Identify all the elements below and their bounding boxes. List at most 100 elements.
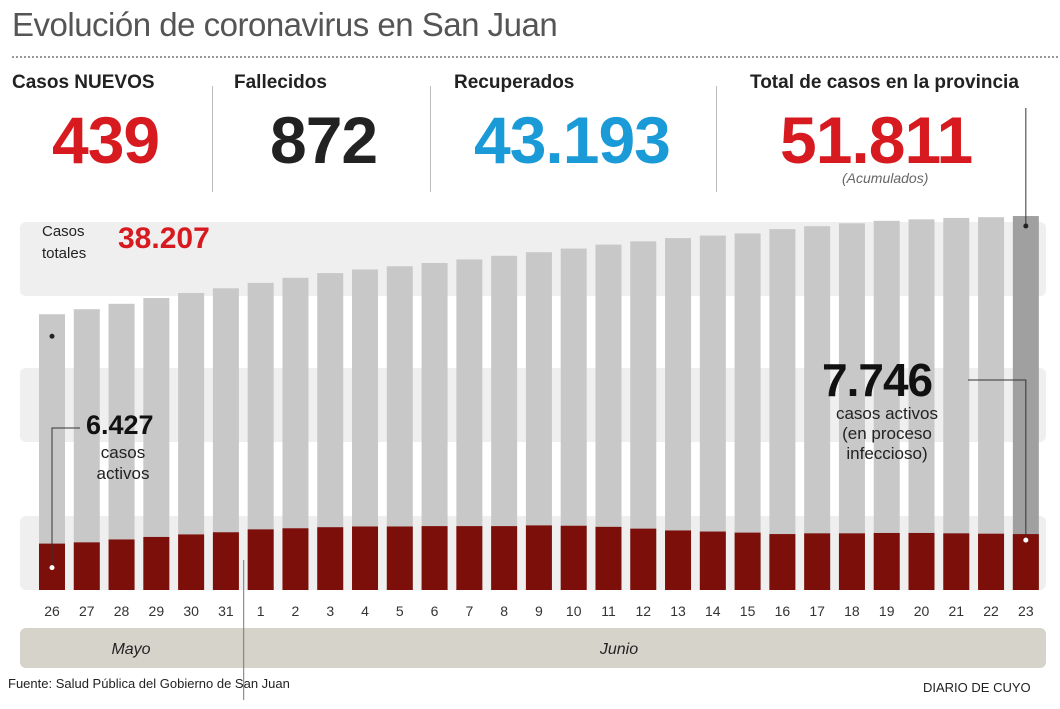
bar-total-20 (908, 219, 935, 590)
bar-active-3 (317, 527, 344, 590)
start-active-leader (51, 427, 80, 568)
month-band (20, 628, 1046, 668)
x-tick-label: 30 (183, 603, 199, 619)
bar-active-9 (525, 525, 552, 590)
month-label-may: Mayo (111, 641, 150, 658)
recuperados-label: Recuperados (454, 72, 575, 93)
x-tick-label: 31 (218, 603, 234, 619)
chart-bars (39, 216, 1039, 591)
x-tick-label: 9 (535, 603, 543, 619)
x-tick-label: 16 (775, 603, 791, 619)
bar-active-28 (108, 539, 135, 590)
bar-active-19 (873, 532, 900, 590)
stat-separator (430, 86, 431, 192)
fallecidos-label: Fallecidos (234, 72, 327, 93)
bar-active-7 (456, 526, 483, 590)
end-active-label: casos activos (en proceso infeccioso) (835, 404, 939, 463)
bar-active-1 (247, 529, 274, 590)
x-tick-label: 7 (465, 603, 473, 619)
start-active-dot (49, 565, 55, 571)
bar-active-11 (595, 526, 622, 590)
bar-active-31 (212, 532, 239, 590)
x-tick-label: 5 (396, 603, 404, 619)
source-note: Fuente: Salud Pública del Gobierno de Sa… (8, 676, 290, 691)
x-tick-label: 13 (670, 603, 686, 619)
casos-totales-label: Casos totales (42, 223, 87, 262)
x-tick-label: 22 (983, 603, 999, 619)
casos-totales-value: 38.207 (118, 222, 210, 255)
total-note: (Acumulados) (842, 170, 929, 186)
bar-active-29 (143, 536, 170, 590)
bar-total-22 (978, 217, 1005, 590)
month-label-june: Junio (599, 641, 638, 658)
bar-active-14 (699, 531, 726, 590)
bar-active-23 (1012, 534, 1039, 590)
stat-separator (212, 86, 213, 192)
total-label: Total de casos en la provincia (750, 72, 1019, 93)
bar-active-21 (943, 533, 970, 590)
bar-active-5 (386, 526, 413, 590)
bar-total-16 (769, 229, 796, 590)
bar-total-18 (838, 223, 865, 591)
fallecidos-value: 872 (270, 103, 378, 177)
x-tick-label: 28 (114, 603, 130, 619)
stat-separator (716, 86, 717, 192)
x-tick-label: 11 (601, 603, 616, 619)
annotation-leaders (49, 108, 1029, 700)
bar-active-18 (838, 533, 865, 590)
bar-active-27 (73, 542, 100, 590)
x-tick-label: 10 (566, 603, 582, 619)
casos-totales-dot (49, 333, 55, 339)
x-tick-label: 21 (948, 603, 964, 619)
start-active-value: 6.427 (86, 410, 154, 440)
x-tick-label: 17 (809, 603, 825, 619)
x-tick-label: 20 (914, 603, 930, 619)
bar-active-16 (769, 534, 796, 590)
x-tick-label: 2 (292, 603, 300, 619)
page-title: Evolución de coronavirus en San Juan (12, 6, 558, 43)
bar-total-15 (734, 233, 761, 590)
bar-total-21 (943, 217, 970, 591)
bar-total-19 (873, 220, 900, 591)
x-tick-label: 29 (149, 603, 165, 619)
bar-active-4 (352, 526, 379, 590)
x-tick-label: 27 (79, 603, 95, 619)
nuevos-value: 439 (52, 103, 160, 177)
x-tick-label: 26 (44, 603, 60, 619)
bar-active-12 (630, 528, 657, 590)
x-tick-label: 15 (740, 603, 756, 619)
bar-active-13 (665, 530, 692, 590)
x-tick-label: 4 (361, 603, 369, 619)
x-tick-labels: 26 27 28 29 30 31 1 2 3 4 5 6 7 8 9 10 11 12 13 14 15 16 17 18 1… (44, 603, 1034, 658)
bar-active-10 (560, 525, 587, 590)
bar-active-15 (734, 532, 761, 590)
bar-active-6 (421, 526, 448, 590)
total-value: 51.811 (780, 103, 973, 177)
bar-active-20 (908, 532, 935, 590)
bar-active-22 (978, 533, 1005, 590)
x-tick-label: 3 (326, 603, 334, 619)
bar-total-17 (804, 226, 831, 590)
start-active-label: casos activos (96, 443, 150, 483)
end-active-value: 7.746 (822, 354, 933, 406)
title-divider (12, 56, 1058, 58)
bar-active-8 (491, 526, 518, 590)
brand-credit: DIARIO DE CUYO (923, 680, 1031, 695)
x-tick-label: 12 (635, 603, 651, 619)
bar-active-17 (804, 533, 831, 590)
x-tick-label: 8 (500, 603, 508, 619)
x-tick-label: 19 (879, 603, 895, 619)
x-tick-label: 23 (1018, 603, 1034, 619)
x-tick-label: 6 (431, 603, 439, 619)
end-active-dot (1023, 537, 1029, 543)
end-active-leader (968, 379, 1027, 541)
x-tick-label: 1 (257, 603, 265, 619)
total-dot (1023, 223, 1029, 229)
bar-total-14 (699, 235, 726, 590)
recuperados-value: 43.193 (474, 103, 671, 177)
nuevos-label: Casos NUEVOS (12, 72, 155, 93)
x-tick-label: 18 (844, 603, 860, 619)
bar-active-30 (178, 534, 205, 590)
x-tick-label: 14 (705, 603, 721, 619)
